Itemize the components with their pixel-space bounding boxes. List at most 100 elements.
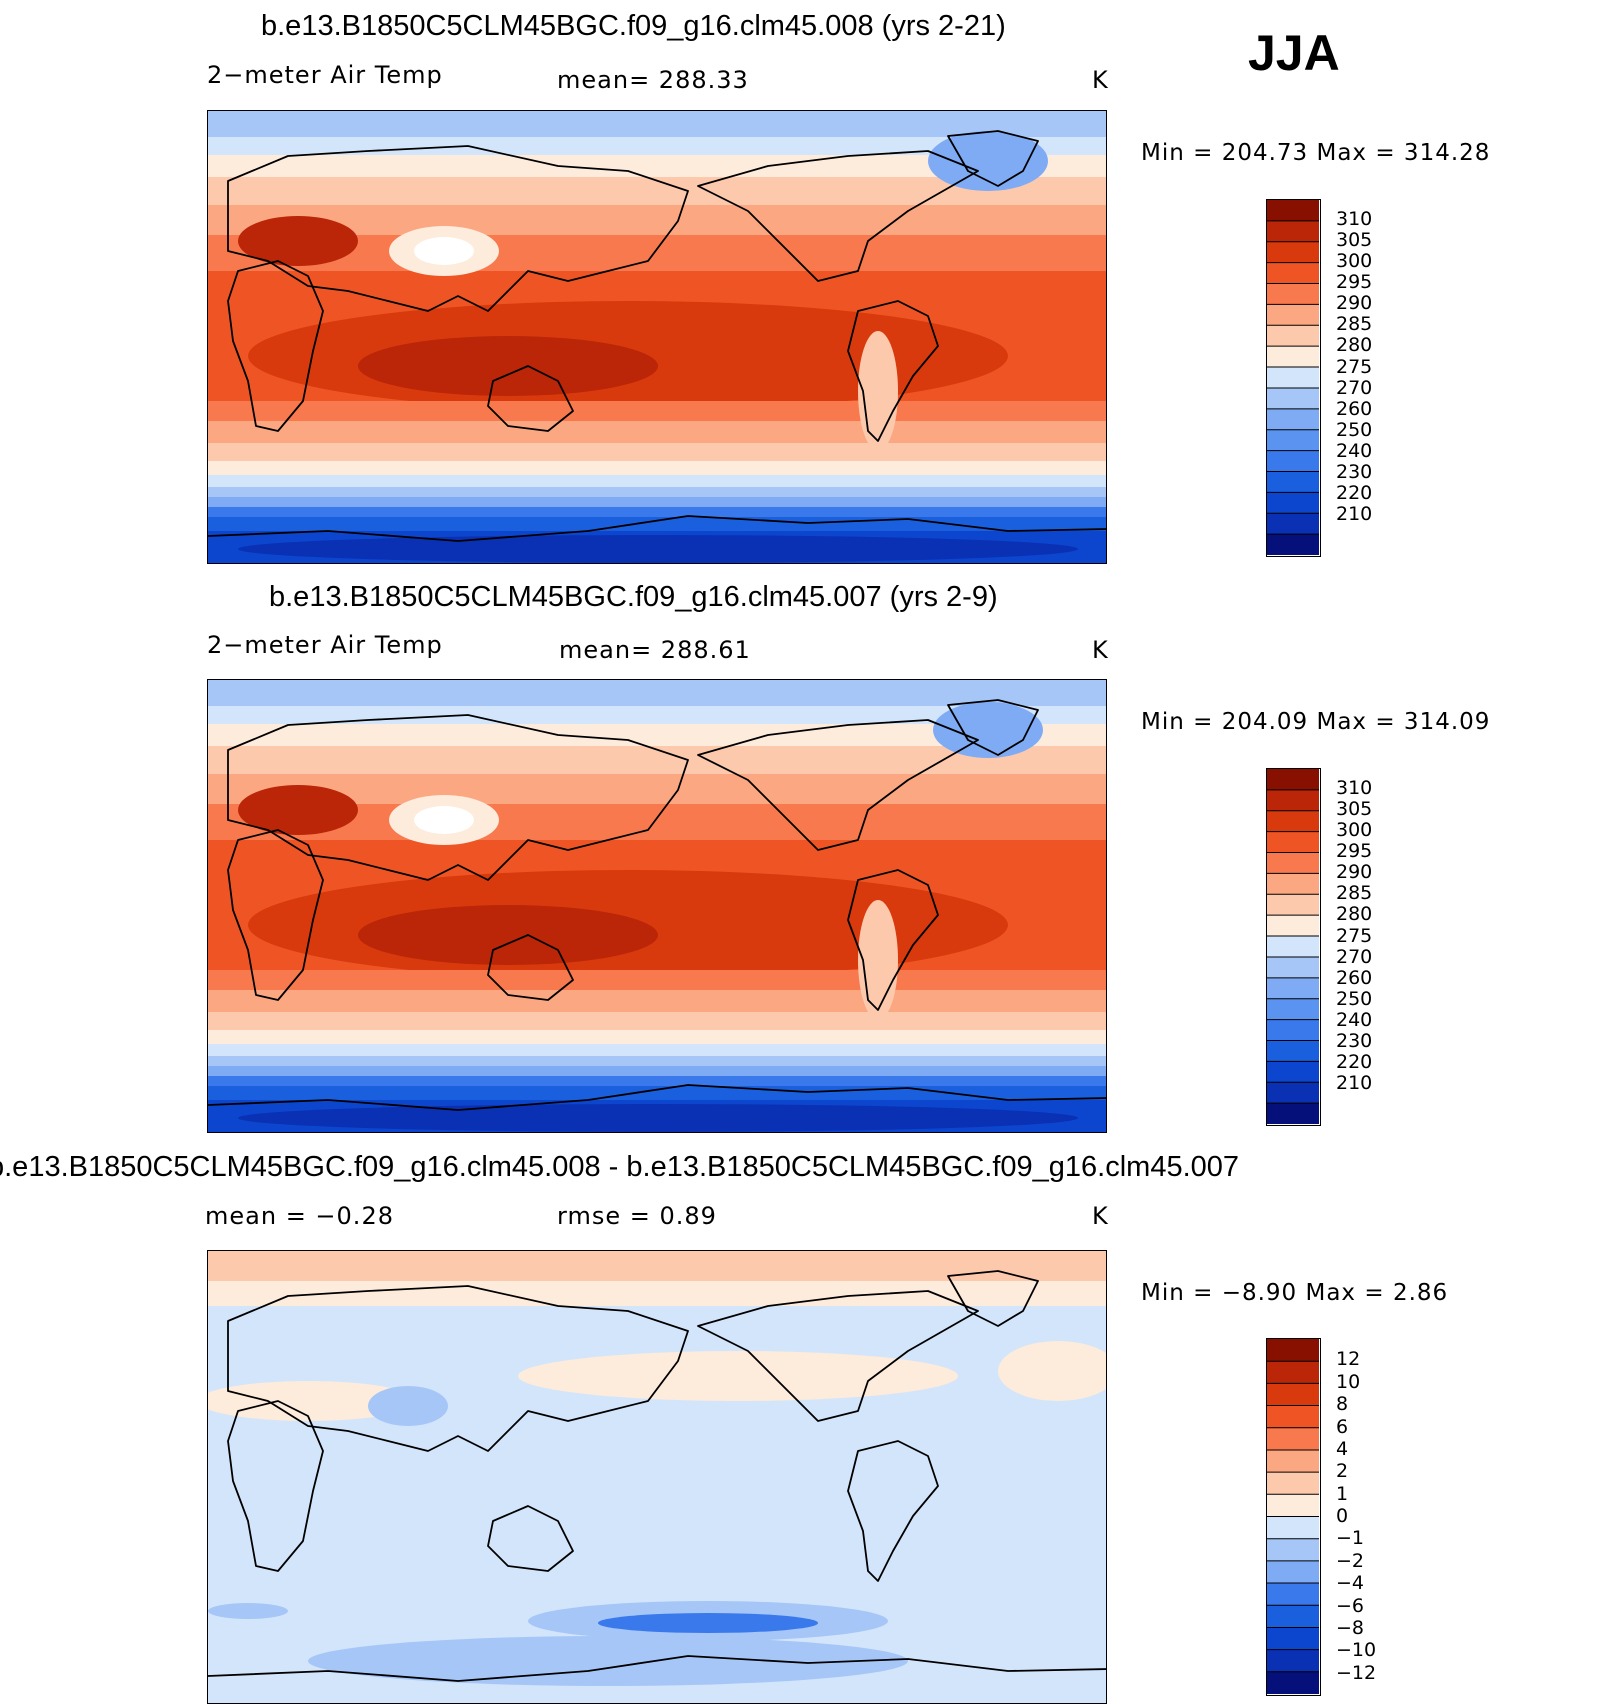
colorbar-swatch	[1267, 977, 1319, 1000]
coastline-antarctica	[208, 515, 1106, 542]
panel-1-map	[207, 110, 1107, 564]
colorbar-swatch	[1267, 450, 1319, 472]
colorbar-tick-label: 290	[1336, 861, 1373, 884]
colorbar-tick-label: 270	[1336, 945, 1373, 968]
colorbar-tick-label: −6	[1336, 1594, 1365, 1617]
coastline-eurasia	[227, 1285, 689, 1452]
coastline-africa	[227, 260, 324, 432]
colorbar-swatch	[1267, 1361, 1319, 1384]
colorbar-swatch	[1267, 1494, 1319, 1517]
colorbar-tick-label: 310	[1336, 208, 1373, 231]
colorbar-swatch	[1267, 367, 1319, 389]
colorbar-swatch	[1267, 534, 1319, 556]
colorbar-tick-label: 305	[1336, 798, 1373, 821]
coastline-antarctica	[208, 1084, 1106, 1111]
colorbar-swatch	[1267, 873, 1319, 895]
coastline-greenland	[947, 699, 1039, 756]
panel-3-colorbar-swatches	[1267, 1339, 1319, 1695]
colorbar-swatch	[1267, 1427, 1319, 1451]
colorbar-swatch	[1267, 283, 1319, 305]
panel-2-units: K	[1092, 636, 1109, 664]
colorbar-swatch	[1267, 513, 1319, 535]
coastline-australia	[487, 934, 574, 1001]
colorbar-tick-label: 290	[1336, 292, 1373, 315]
colorbar-swatch	[1267, 471, 1319, 493]
colorbar-swatch	[1267, 936, 1319, 958]
coastline-australia	[487, 365, 574, 432]
colorbar-swatch	[1267, 1339, 1319, 1362]
colorbar-swatch	[1267, 200, 1319, 222]
coastline-south-america	[847, 1440, 939, 1582]
colorbar-tick-label: 10	[1336, 1370, 1361, 1393]
panel-3-colorbar	[1266, 1338, 1321, 1696]
colorbar-swatch	[1267, 1560, 1319, 1584]
colorbar-swatch	[1267, 1019, 1319, 1041]
colorbar-tick-label: 300	[1336, 250, 1373, 273]
coastline-eurasia	[227, 714, 689, 881]
colorbar-swatch	[1267, 408, 1319, 431]
coastline-north-america	[697, 1290, 979, 1422]
colorbar-swatch	[1267, 1449, 1319, 1473]
coastline-africa	[227, 1400, 324, 1572]
colorbar-swatch	[1267, 789, 1319, 812]
colorbar-swatch	[1267, 304, 1319, 326]
colorbar-tick-label: 260	[1336, 397, 1373, 420]
colorbar-tick-label: 0	[1336, 1505, 1349, 1527]
colorbar-swatch	[1267, 1649, 1319, 1673]
coastline-antarctica	[208, 1655, 1106, 1682]
colorbar-swatch	[1267, 387, 1319, 410]
coastline-north-america	[697, 719, 979, 851]
colorbar-swatch	[1267, 241, 1319, 264]
panel-1-mean-label: mean= 288.33	[557, 66, 749, 94]
coastline-africa	[227, 829, 324, 1001]
colorbar-swatch	[1267, 831, 1319, 854]
colorbar-swatch	[1267, 346, 1319, 368]
panel-2-map	[207, 679, 1107, 1133]
coastline-greenland	[947, 130, 1039, 187]
coastline-eurasia	[227, 145, 689, 312]
panel-3-map	[207, 1250, 1107, 1704]
panel-1-minmax: Min = 204.73 Max = 314.28	[1141, 140, 1491, 166]
colorbar-tick-label: 280	[1336, 903, 1373, 926]
colorbar-tick-label: −2	[1336, 1549, 1365, 1572]
colorbar-tick-label: 275	[1336, 355, 1373, 378]
colorbar-swatch	[1267, 1516, 1319, 1540]
colorbar-tick-label: 275	[1336, 924, 1373, 947]
coastline-greenland	[947, 1270, 1039, 1327]
panel-1-map-field	[208, 111, 1106, 563]
colorbar-swatch	[1267, 1103, 1319, 1125]
colorbar-tick-label: 240	[1336, 439, 1373, 462]
colorbar-tick-label: 310	[1336, 777, 1373, 800]
colorbar-tick-label: 4	[1336, 1437, 1349, 1460]
colorbar-tick-label: 260	[1336, 966, 1373, 989]
colorbar-tick-label: 240	[1336, 1008, 1373, 1031]
colorbar-tick-label: 230	[1336, 460, 1373, 483]
panel-2-variable-label: 2−meter Air Temp	[207, 631, 443, 659]
panel-2-title: b.e13.B1850C5CLM45BGC.f09_g16.clm45.007 …	[269, 581, 998, 613]
panel-3-map-field	[208, 1251, 1106, 1703]
panel-2-colorbar-swatches	[1267, 769, 1319, 1125]
panel-2-map-field	[208, 680, 1106, 1132]
colorbar-tick-label: 305	[1336, 229, 1373, 252]
colorbar-tick-label: 8	[1336, 1393, 1349, 1416]
panel-2-mean-label: mean= 288.61	[559, 636, 751, 664]
colorbar-tick-label: −12	[1336, 1661, 1377, 1684]
colorbar-swatch	[1267, 1082, 1319, 1104]
panel-3-title: b.e13.B1850C5CLM45BGC.f09_g16.clm45.008 …	[0, 1151, 1328, 1184]
colorbar-tick-label: 295	[1336, 840, 1373, 863]
colorbar-tick-label: 280	[1336, 334, 1373, 357]
colorbar-swatch	[1267, 429, 1319, 452]
season-label: JJA	[1248, 25, 1340, 81]
coastline-south-america	[847, 869, 939, 1011]
colorbar-tick-label: 1	[1336, 1482, 1349, 1505]
colorbar-swatch	[1267, 1061, 1319, 1083]
colorbar-tick-label: 285	[1336, 313, 1373, 336]
panel-1-colorbar	[1266, 199, 1321, 557]
panel-1-units: K	[1092, 66, 1109, 94]
colorbar-swatch	[1267, 220, 1319, 243]
colorbar-tick-label: 285	[1336, 882, 1373, 905]
panel-1-title: b.e13.B1850C5CLM45BGC.f09_g16.clm45.008 …	[261, 10, 1006, 42]
colorbar-swatch	[1267, 1671, 1319, 1695]
colorbar-swatch	[1267, 1383, 1319, 1407]
colorbar-swatch	[1267, 1040, 1319, 1062]
